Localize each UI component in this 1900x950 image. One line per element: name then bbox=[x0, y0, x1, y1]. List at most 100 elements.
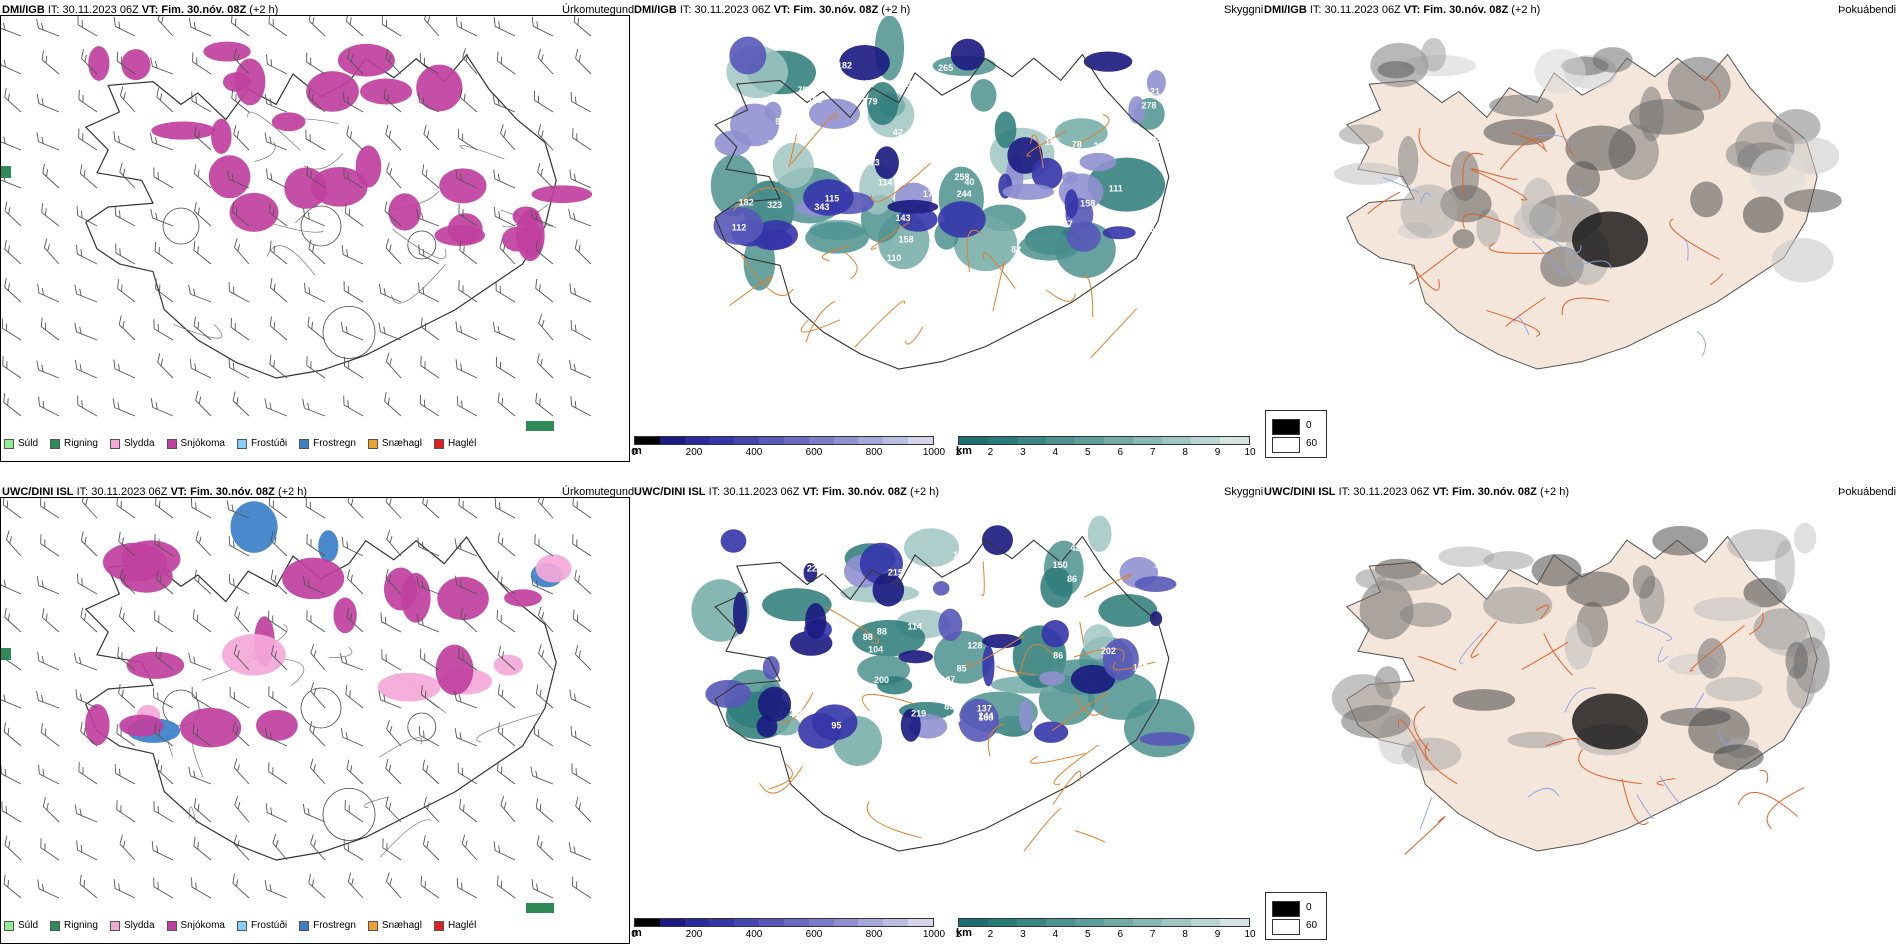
cloud-base-value-label: 219 bbox=[911, 709, 926, 719]
precip-legend-item: Snæhagl bbox=[367, 438, 422, 449]
cloud-base-value-label: 366 bbox=[1140, 224, 1155, 234]
fog-legend-swatch-60 bbox=[1272, 437, 1300, 453]
precip-title: Úrkomutegund bbox=[562, 486, 635, 498]
cloud-base-panel: DMI/IGB IT: 30.11.2023 06Z VT: Fim. 30.n… bbox=[632, 0, 1263, 470]
colorbar-tick: 800 bbox=[865, 929, 883, 940]
cloud-base-value-label: 215 bbox=[888, 567, 903, 577]
colorbar-tick: 9 bbox=[1214, 929, 1221, 940]
cloud-base-value-label: 86 bbox=[1067, 574, 1077, 584]
colorbar-swatch bbox=[1220, 919, 1249, 926]
legend-label: Snæhagl bbox=[381, 438, 422, 449]
legend-label: Frostregn bbox=[313, 438, 356, 449]
legend-swatch bbox=[4, 920, 14, 931]
precip-legend-item: Frostregn bbox=[299, 438, 356, 449]
precip-type-panel: UWC/DINI ISL IT: 30.11.2023 06Z VT: Fim.… bbox=[0, 482, 635, 950]
visibility-unit: km bbox=[956, 445, 972, 457]
cloud-base-value-label: 137 bbox=[977, 704, 992, 714]
precip-legend-item: Súld bbox=[4, 438, 38, 449]
colorbar-swatch bbox=[1075, 437, 1104, 444]
cloud-base-value-label: 81 bbox=[982, 597, 992, 607]
colorbar-swatch bbox=[1017, 919, 1046, 926]
cloud-base-value-label: 118 bbox=[916, 138, 931, 148]
legend-label: Haglél bbox=[447, 438, 477, 449]
precip-legend: Súld Rigning Slydda Snjókoma Frostúði Frostre… bbox=[4, 920, 476, 931]
fog-legend-swatch-0 bbox=[1272, 419, 1300, 435]
cloud-base-value-label: 343 bbox=[814, 202, 829, 212]
colorbar-tick: 0 bbox=[631, 929, 637, 940]
cloud-base-value-label: 265 bbox=[938, 63, 953, 73]
colorbar-tick: 6 bbox=[1117, 929, 1123, 940]
cloud-base-value-label: 323 bbox=[767, 200, 782, 210]
colorbar-swatch bbox=[709, 437, 735, 444]
colorbar-swatch bbox=[1017, 437, 1046, 444]
fog-legend-label-60: 60 bbox=[1306, 438, 1318, 449]
precip-legend: Súld Rigning Slydda Snjókoma Frostúði Frostre… bbox=[4, 438, 476, 449]
legend-swatch bbox=[4, 438, 14, 449]
fog-map bbox=[1334, 37, 1842, 370]
colorbar-swatch bbox=[883, 919, 909, 926]
colorbar-swatch bbox=[1133, 437, 1162, 444]
cloud-base-value-label: 211 bbox=[820, 157, 835, 167]
cloud-base-value-label: 110 bbox=[887, 253, 902, 263]
cloud-base-ticks: 0 200 400 600 800 1000 bbox=[631, 447, 945, 459]
cloud-base-value-label: 52 bbox=[1045, 127, 1055, 137]
cloud-base-value-label: 150 bbox=[1053, 560, 1068, 570]
colorbar-swatch bbox=[734, 919, 760, 926]
precip-map bbox=[1, 16, 593, 431]
panel-title: DMI/IGB IT: 30.11.2023 06Z VT: Fim. 30.n… bbox=[1264, 4, 1541, 16]
colorbar-swatch bbox=[1075, 919, 1104, 926]
fog-legend-swatch-0 bbox=[1272, 901, 1300, 917]
visibility-colorbar: 1 2 3 4 5 6 7 8 9 10 km bbox=[955, 436, 1256, 459]
cloud-base-value-label: 169 bbox=[1013, 74, 1028, 84]
colorbar-swatch bbox=[988, 437, 1017, 444]
legend-swatch bbox=[50, 438, 61, 449]
cloud-base-map: 40 112 182 279 211 265 52 55 75 38 187 42 111 37 134 19… bbox=[710, 16, 1170, 370]
colorbar-tick: 200 bbox=[685, 929, 703, 940]
legend-swatch bbox=[433, 438, 444, 449]
cloud-base-value-label: 134 bbox=[936, 259, 951, 269]
precip-legend-item: Frostregn bbox=[299, 920, 356, 931]
cloud-base-value-label: 113 bbox=[802, 253, 817, 263]
cloud-base-value-label: 200 bbox=[874, 675, 889, 685]
cloud-base-colorbar: 0 200 400 600 800 1000 m bbox=[631, 918, 945, 941]
cloud-base-value-label: 37 bbox=[1063, 219, 1073, 229]
forecast-row-uwc: UWC/DINI ISL IT: 30.11.2023 06Z VT: Fim.… bbox=[0, 482, 1900, 950]
visibility-colorbar-swatches bbox=[958, 918, 1250, 927]
cloud-base-value-label: 242 bbox=[1104, 72, 1119, 82]
colorbar-swatch bbox=[858, 919, 884, 926]
legend-swatch bbox=[109, 438, 120, 449]
fog-legend-swatch-60 bbox=[1272, 919, 1300, 935]
colorbar-swatch bbox=[709, 919, 735, 926]
colorbar-tick: 10 bbox=[1244, 929, 1256, 940]
cloud-base-value-label: 21 bbox=[1150, 87, 1160, 97]
cloud-base-value-label: 196 bbox=[988, 585, 1003, 595]
cloud-base-value-label: 19 bbox=[847, 141, 857, 151]
cloud-base-value-label: 109 bbox=[1032, 198, 1047, 208]
colorbar-swatch bbox=[1104, 437, 1133, 444]
colorbar-tick: 0 bbox=[631, 447, 637, 458]
cloud-base-value-label: 295 bbox=[789, 708, 804, 718]
cloud-base-colorbar: 0 200 400 600 800 1000 m bbox=[631, 436, 945, 459]
cloud-base-unit: m bbox=[632, 927, 642, 939]
colorbar-tick: 3 bbox=[1020, 929, 1026, 940]
colorbar-tick: 7 bbox=[1149, 929, 1156, 940]
colorbar-tick: 400 bbox=[745, 929, 763, 940]
colorbar-tick: 1 bbox=[955, 447, 961, 458]
cloud-base-ticks: 0 200 400 600 800 1000 bbox=[631, 929, 945, 941]
cloud-base-value-label: 62 bbox=[1023, 737, 1033, 747]
legend-label: Snjókoma bbox=[180, 438, 225, 449]
colorbar-swatch bbox=[833, 919, 859, 926]
colorbar-swatch bbox=[1104, 919, 1133, 926]
colorbar-swatch bbox=[1162, 919, 1191, 926]
cloud-base-value-label: 88 bbox=[863, 632, 873, 642]
cloud-base-value-label: 111 bbox=[1109, 183, 1123, 193]
precip-legend-item: Snjókoma bbox=[166, 438, 225, 449]
legend-swatch bbox=[166, 920, 177, 931]
cloud-base-value-label: 55 bbox=[953, 157, 963, 167]
fog-panel: UWC/DINI ISL IT: 30.11.2023 06Z VT: Fim.… bbox=[1262, 482, 1900, 950]
cloud-base-value-label: 78 bbox=[1072, 140, 1082, 150]
cloud-base-value-label: 278 bbox=[1141, 100, 1156, 110]
precip-legend-item: Snjókoma bbox=[166, 920, 225, 931]
cloud-base-value-label: 166 bbox=[1154, 559, 1169, 569]
colorbar-swatch bbox=[635, 919, 660, 926]
